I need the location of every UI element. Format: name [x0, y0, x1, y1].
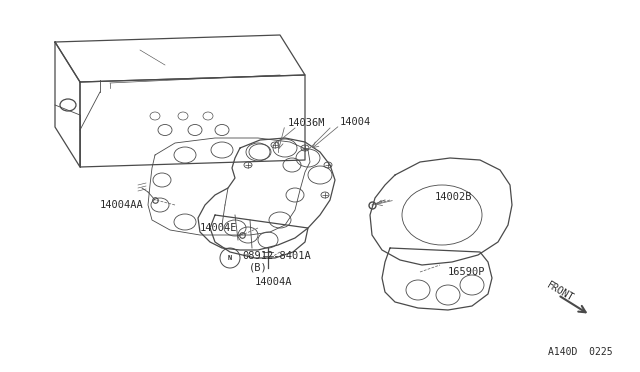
Text: 14004A: 14004A — [255, 277, 292, 287]
Text: N: N — [228, 255, 232, 261]
Text: 14004: 14004 — [340, 117, 371, 127]
Text: 16590P: 16590P — [448, 267, 486, 277]
Text: A140D  0225: A140D 0225 — [548, 347, 612, 357]
Text: 14004AA: 14004AA — [100, 200, 144, 210]
Text: 14004E: 14004E — [200, 223, 237, 233]
Text: FRONT: FRONT — [545, 280, 575, 304]
Text: 08912-8401A: 08912-8401A — [242, 251, 311, 261]
Text: 14002B: 14002B — [435, 192, 472, 202]
Text: 14036M: 14036M — [288, 118, 326, 128]
Text: (B): (B) — [249, 263, 268, 273]
